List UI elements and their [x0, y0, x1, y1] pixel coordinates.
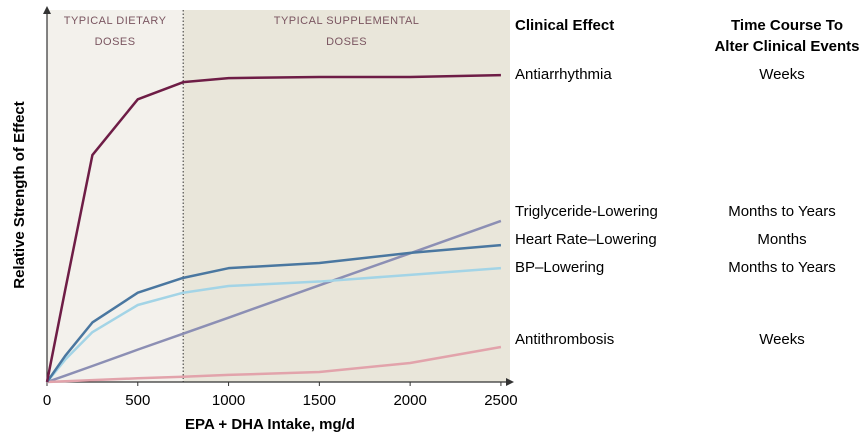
- y-axis-label: Relative Strength of Effect: [11, 101, 28, 289]
- effect-header: Clinical Effect: [515, 17, 614, 34]
- time-header: Time Course To: [731, 17, 843, 34]
- effect-label: Antithrombosis: [515, 331, 614, 348]
- y-axis-arrow: [43, 6, 51, 14]
- x-tick-label: 1000: [212, 392, 245, 409]
- x-tick-label: 0: [43, 392, 51, 409]
- time-course: Weeks: [759, 66, 805, 83]
- effect-line: [46, 345, 502, 384]
- region-label: TYPICAL SUPPLEMENTAL: [274, 15, 420, 27]
- effect-label: Antiarrhythmia: [515, 66, 612, 83]
- region-label: DOSES: [95, 36, 136, 48]
- x-tick-label: 2000: [393, 392, 426, 409]
- x-axis-label: EPA + DHA Intake, mg/d: [185, 416, 355, 433]
- dose-region: [183, 10, 511, 382]
- effect-line: [45, 73, 501, 383]
- time-course: Weeks: [759, 331, 805, 348]
- x-tick-label: 1500: [303, 392, 336, 409]
- dose-region: [47, 10, 184, 382]
- effect-line: [46, 219, 502, 384]
- effect-label: Triglyceride-Lowering: [515, 203, 658, 220]
- effect-label: Heart Rate–Lowering: [515, 231, 657, 248]
- effect-line: [45, 243, 502, 383]
- x-tick-label: 2500: [484, 392, 517, 409]
- region-label: TYPICAL DIETARY: [64, 15, 167, 27]
- effect-line: [46, 266, 502, 383]
- x-tick-label: 500: [125, 392, 150, 409]
- time-course: Months to Years: [728, 203, 836, 220]
- time-header: Alter Clinical Events: [714, 38, 859, 55]
- region-label: DOSES: [326, 36, 367, 48]
- time-course: Months to Years: [728, 259, 836, 276]
- time-course: Months: [757, 231, 806, 248]
- x-axis-arrow: [506, 378, 514, 386]
- effect-label: BP–Lowering: [515, 259, 604, 276]
